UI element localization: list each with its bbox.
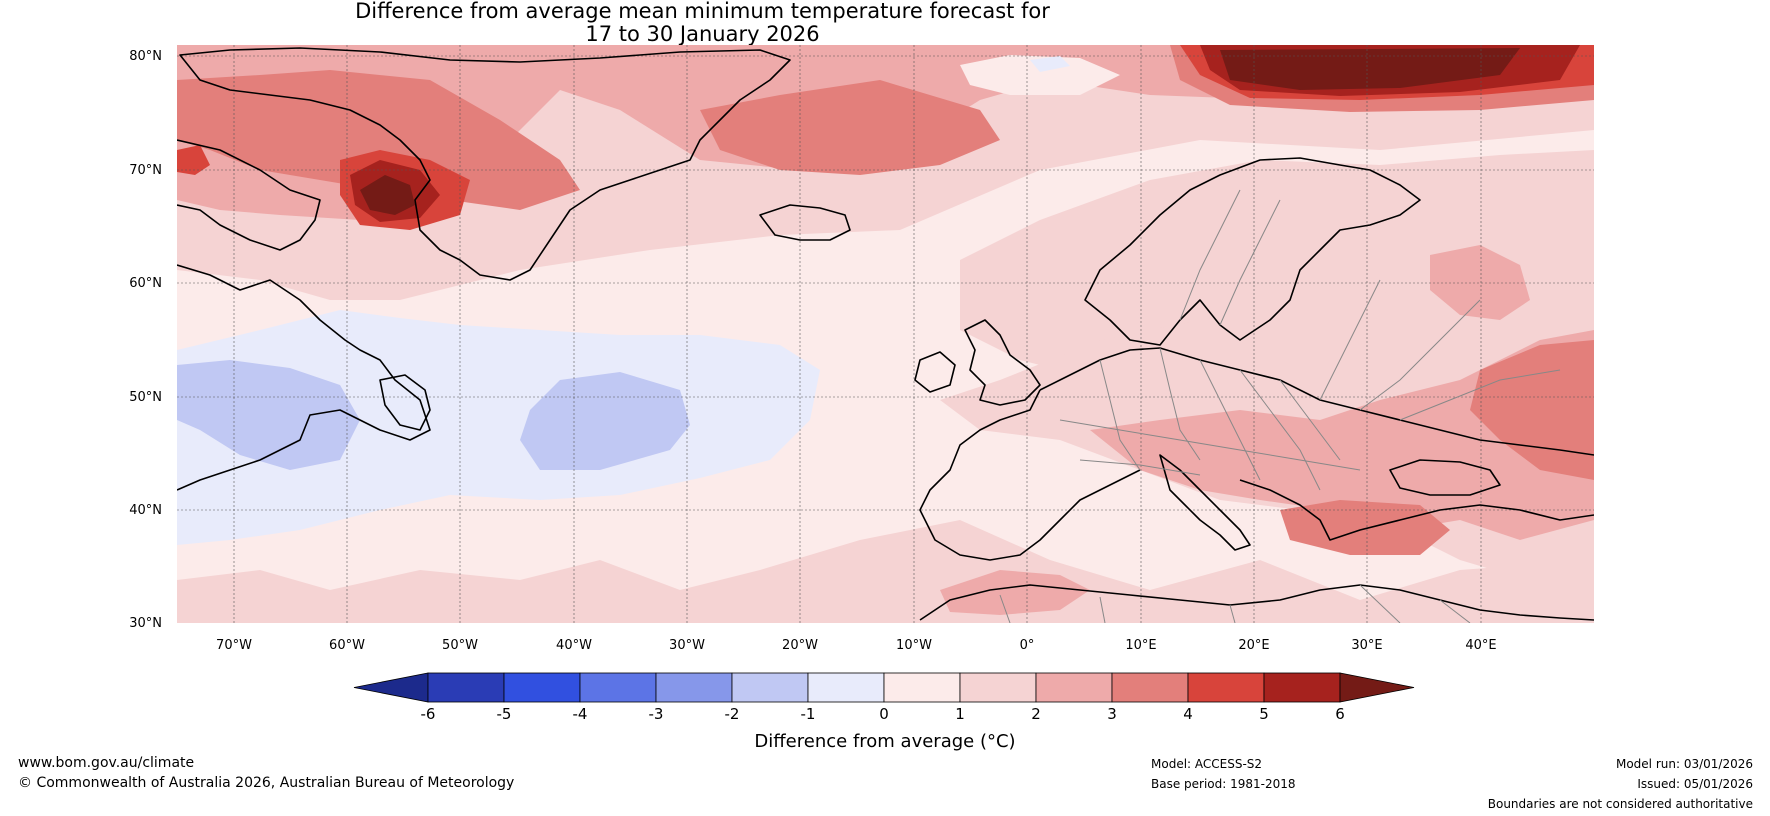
coast-baffin-island: [177, 139, 321, 251]
anomaly-band-over-6-baffin: [360, 175, 415, 215]
map-title: Difference from average mean minimum tem…: [0, 0, 1405, 46]
colorbar-tick-label: -5: [497, 705, 512, 723]
model-run: Model run: 03/01/2026: [1615, 757, 1753, 771]
coast-greenland: [179, 47, 791, 281]
anomaly-band-3-4-aegean: [1280, 500, 1450, 555]
graticule: [177, 45, 1594, 623]
coast-britain: [964, 319, 1041, 406]
coast-black-sea: [1389, 459, 1501, 496]
map-title-line1: Difference from average mean minimum tem…: [355, 0, 1050, 23]
anomaly-band-neg2-neg1-atlantic: [520, 372, 690, 470]
boundary-disclaimer: Boundaries are not considered authoritat…: [1487, 797, 1753, 811]
lon-label-60w: 60°W: [329, 638, 365, 653]
longitude-labels: 70°W 60°W 50°W 40°W 30°W 20°W 10°W 0° 10…: [216, 638, 1497, 653]
lon-label-20e: 20°E: [1238, 638, 1269, 653]
colorbar-segment: [1263, 672, 1341, 703]
copyright-text: © Commonwealth of Australia 2026, Austra…: [18, 775, 515, 791]
colorbar-tick-label: 2: [1031, 705, 1041, 723]
anomaly-band-neg2-neg1-newfoundland: [177, 360, 360, 470]
base-period: Base period: 1981-2018: [1151, 777, 1296, 791]
anomaly-band-neg1-0: [177, 310, 820, 545]
lon-label-10w: 10°W: [896, 638, 932, 653]
colorbar-segment: [1187, 672, 1265, 703]
colorbar-segment: [655, 672, 733, 703]
colorbar-tick-label: -3: [649, 705, 664, 723]
anomaly-band-over-6-arctic: [1220, 48, 1520, 90]
colorbar-segment: [1035, 672, 1113, 703]
colorbar-tick-label: 0: [879, 705, 889, 723]
colorbar-extend-high: [1339, 672, 1415, 703]
coast-iceland: [759, 204, 851, 241]
lon-label-20w: 20°W: [782, 638, 818, 653]
anomaly-band-2-3-iberia: [940, 570, 1090, 615]
lat-label-30n: 30°N: [129, 616, 162, 631]
colorbar-segment: [579, 672, 657, 703]
lon-label-40w: 40°W: [556, 638, 592, 653]
map-area: [177, 45, 1594, 623]
website-link[interactable]: www.bom.gov.au/climate: [18, 755, 195, 771]
coast-italy: [1159, 454, 1251, 551]
coast-newfoundland: [379, 374, 431, 431]
colorbar: -6 -5 -4 -3 -2 -1 0 1 2 3 4 5 6: [353, 672, 1415, 723]
colorbar-tick-label: 4: [1183, 705, 1193, 723]
lat-label-40n: 40°N: [129, 503, 162, 518]
latitude-labels: 80°N 70°N 60°N 50°N 40°N 30°N: [129, 49, 162, 631]
colorbar-extend-low: [353, 672, 429, 703]
lon-label-50w: 50°W: [442, 638, 478, 653]
anomaly-cold-patch-arctic: [960, 55, 1120, 95]
colorbar-tick-label: 5: [1259, 705, 1269, 723]
colorbar-label: Difference from average (°C): [754, 731, 1015, 752]
colorbar-tick-label: 3: [1107, 705, 1117, 723]
lon-label-70w: 70°W: [216, 638, 252, 653]
lon-label-40e: 40°E: [1465, 638, 1496, 653]
colorbar-segment: [807, 672, 885, 703]
anomaly-band-2-3-scandinavia: [1430, 245, 1530, 320]
colorbar-tick-label: -1: [801, 705, 816, 723]
map-title-line2: 17 to 30 January 2026: [585, 22, 820, 46]
colorbar-tick-label: -4: [573, 705, 588, 723]
lon-label-10e: 10°E: [1125, 638, 1156, 653]
colorbar-segment: [883, 672, 961, 703]
colorbar-segment: [959, 672, 1037, 703]
colorbar-segment: [1111, 672, 1189, 703]
lat-label-80n: 80°N: [129, 49, 162, 64]
lat-label-60n: 60°N: [129, 276, 162, 291]
colorbar-tick-label: -2: [725, 705, 740, 723]
coast-iberia-france: [919, 389, 1141, 561]
lon-label-30e: 30°E: [1351, 638, 1382, 653]
coast-balkans-turkey: [1239, 479, 1594, 541]
anomaly-band-3-4-iceland: [700, 80, 1000, 175]
anomaly-band-3-4-russia: [1470, 340, 1594, 480]
anomaly-band-4-5-westgreenland: [177, 145, 210, 175]
lon-label-0: 0°: [1020, 638, 1035, 653]
coast-ireland: [914, 351, 956, 393]
model-name: Model: ACCESS-S2: [1151, 757, 1263, 771]
colorbar-segment: [427, 672, 505, 703]
coast-scandinavia: [1084, 157, 1421, 346]
lat-label-50n: 50°N: [129, 390, 162, 405]
colorbar-tick-label: 1: [955, 705, 965, 723]
lat-label-70n: 70°N: [129, 163, 162, 178]
anomaly-band-3-4-greenland: [177, 70, 580, 210]
anomaly-band-1-2-south: [177, 520, 1594, 623]
anomaly-band-2-3-balkans: [1090, 330, 1594, 540]
colorbar-segment: [731, 672, 809, 703]
issued-date: Issued: 05/01/2026: [1637, 777, 1753, 791]
country-borders: [999, 189, 1561, 623]
colorbar-tick-label: -6: [421, 705, 436, 723]
colorbar-tick-label: 6: [1335, 705, 1345, 723]
coast-labrador: [177, 264, 431, 491]
coast-north-africa: [919, 584, 1594, 621]
lon-label-30w: 30°W: [669, 638, 705, 653]
colorbar-segment: [503, 672, 581, 703]
anomaly-band-neg1-0-arctic: [1030, 56, 1070, 72]
